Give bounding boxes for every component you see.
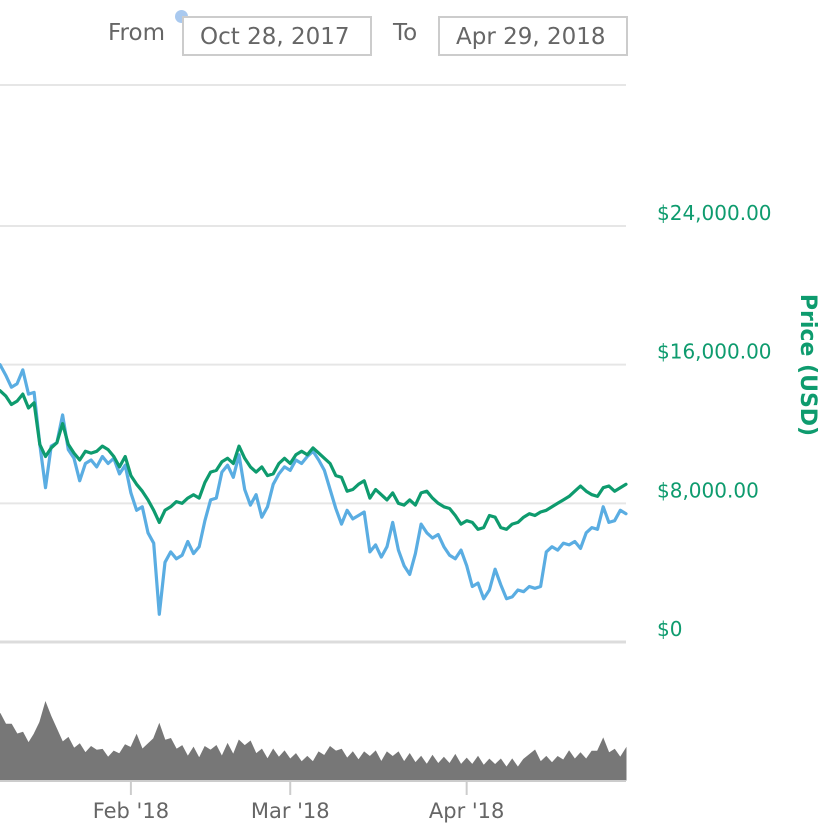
y-axis-title: Price (USD) bbox=[795, 294, 820, 436]
y-tick-label: $16,000.00 bbox=[657, 340, 772, 364]
price-series-line-blue bbox=[0, 363, 628, 616]
y-tick-label: $8,000.00 bbox=[657, 478, 759, 502]
volume-area bbox=[0, 701, 627, 781]
volume-area-path bbox=[0, 701, 627, 781]
x-tick-label: Feb '18 bbox=[93, 799, 169, 823]
from-label: From bbox=[108, 20, 165, 46]
price-series bbox=[0, 363, 628, 616]
x-tick-label: Apr '18 bbox=[429, 799, 505, 823]
y-axis-ticks: $0 $8,000.00 $16,000.00 $24,000.00 bbox=[657, 201, 772, 641]
grid-lines bbox=[0, 84, 626, 644]
x-axis-ticks: Feb '18 Mar '18 Apr '18 bbox=[93, 781, 505, 823]
x-tick-label: Mar '18 bbox=[251, 799, 330, 823]
to-date-input[interactable]: Apr 29, 2018 bbox=[438, 16, 628, 56]
from-date-input[interactable]: Oct 28, 2017 bbox=[182, 16, 372, 56]
y-tick-label: $24,000.00 bbox=[657, 201, 772, 225]
to-label: To bbox=[393, 20, 418, 46]
y-tick-label: $0 bbox=[657, 617, 682, 641]
price-series-line-green bbox=[0, 389, 628, 531]
